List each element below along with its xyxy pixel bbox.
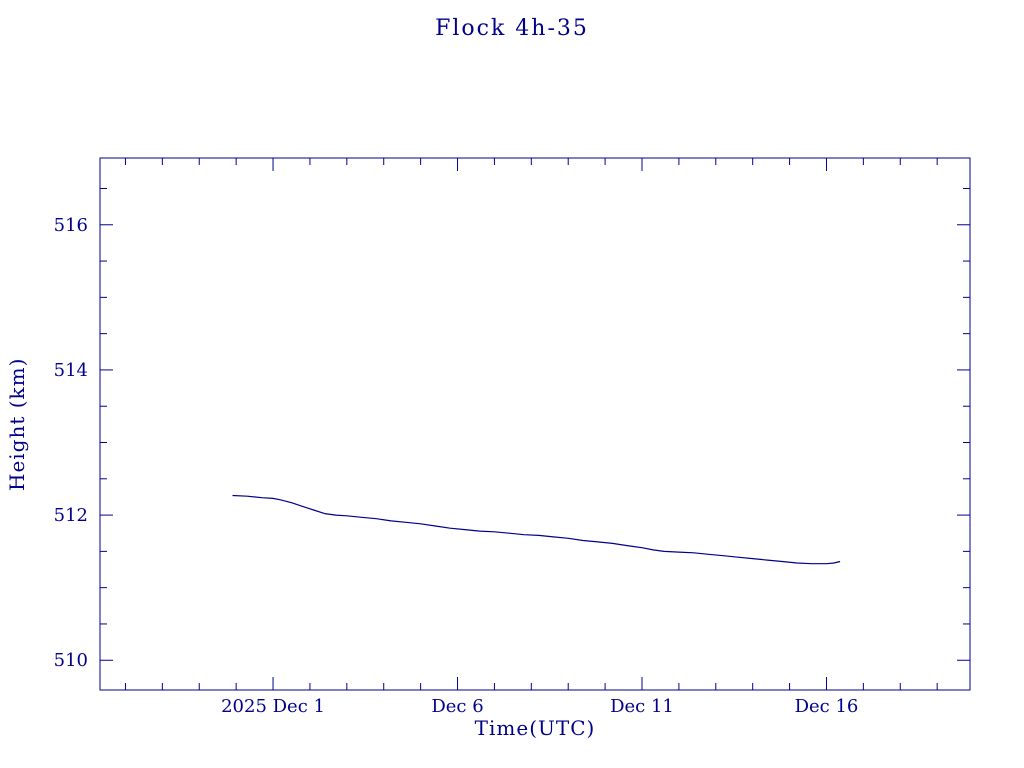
x-axis-label: Time(UTC) <box>474 716 596 740</box>
chart-title: Flock 4h-35 <box>435 16 589 41</box>
x-tick-label: Dec 11 <box>610 696 674 717</box>
y-tick-label: 512 <box>54 505 88 526</box>
axis-box <box>99 157 971 691</box>
y-tick-label: 516 <box>54 215 88 236</box>
x-tick-label: Dec 16 <box>795 696 859 717</box>
data-line-satellite-height <box>232 494 841 565</box>
y-tick-label: 514 <box>54 360 88 381</box>
x-tick-label: 2025 Dec 1 <box>221 696 325 717</box>
y-tick-label: 510 <box>54 650 88 671</box>
x-tick-label: Dec 6 <box>431 696 483 717</box>
